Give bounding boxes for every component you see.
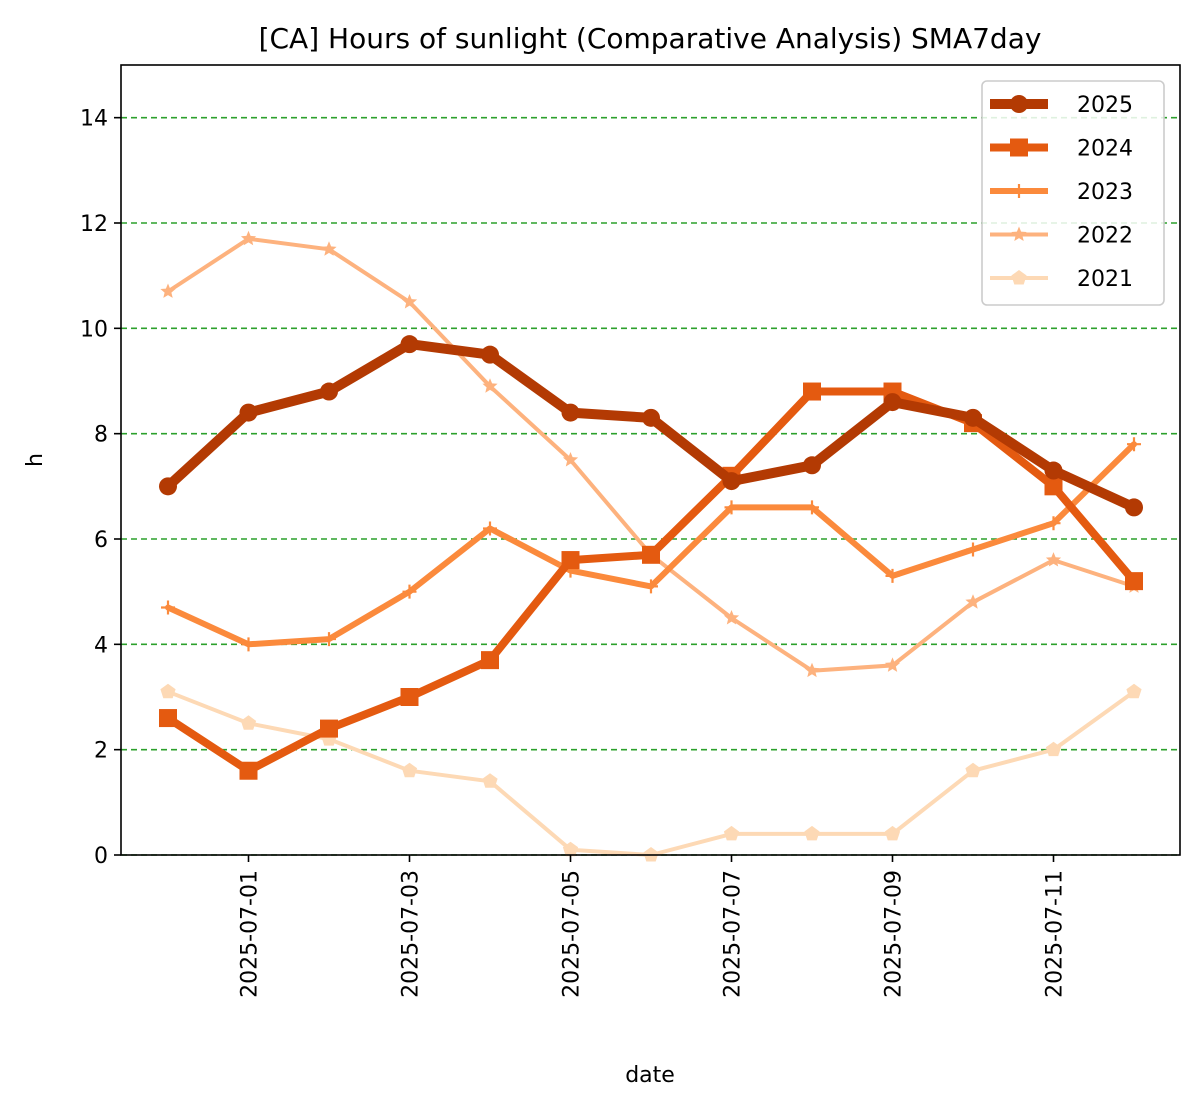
data-point-2022 — [965, 594, 981, 609]
y-tick-label: 8 — [94, 423, 108, 448]
data-point-2022 — [160, 283, 176, 298]
data-point-2023 — [322, 632, 336, 647]
data-point-2024 — [481, 651, 499, 670]
data-point-2024 — [1125, 572, 1143, 591]
legend: 2025 2024 2023 2022 2021 — [981, 80, 1165, 306]
data-point-2025 — [803, 456, 821, 475]
legend-marker-2021 — [1011, 270, 1027, 285]
data-point-2021 — [401, 762, 418, 778]
data-point-2021 — [723, 825, 740, 841]
data-point-2025 — [642, 408, 660, 427]
x-tick-label: 2025-07-11 — [1043, 870, 1068, 998]
y-tick-label: 12 — [80, 212, 108, 237]
x-tick-label: 2025-07-07 — [721, 870, 746, 998]
data-point-2024 — [1044, 477, 1063, 496]
y-tick-label: 6 — [94, 528, 108, 553]
data-point-2025 — [320, 382, 338, 401]
data-point-2023 — [885, 568, 900, 583]
data-point-2021 — [1126, 683, 1142, 699]
x-axis-label: date — [625, 1063, 675, 1088]
data-point-2023 — [805, 500, 819, 515]
y-tick-label: 10 — [80, 317, 108, 342]
legend-marker-2023 — [1012, 184, 1026, 198]
data-point-2022 — [804, 662, 820, 678]
data-point-2021 — [1045, 741, 1062, 757]
y-tick-label: 2 — [94, 739, 108, 764]
x-tick-label: 2025-07-01 — [238, 870, 263, 998]
legend-label-2024: 2024 — [1077, 137, 1133, 162]
legend-marker-2022 — [1011, 226, 1027, 241]
data-point-2025 — [964, 408, 982, 427]
legend-label-2022: 2022 — [1077, 224, 1133, 249]
y-axis-label: h — [23, 453, 48, 467]
data-point-2023 — [966, 542, 980, 557]
legend-label-2023: 2023 — [1077, 180, 1133, 205]
legend-box — [981, 80, 1165, 306]
data-point-2022 — [401, 294, 418, 309]
x-tick-label: 2025-07-03 — [399, 870, 424, 998]
data-point-2023 — [483, 521, 497, 536]
data-point-2025 — [1125, 498, 1143, 517]
axes: 0 2 4 6 8 10 12 14 2025-07-01 2025-07-03 2025-07-0… — [80, 107, 1068, 998]
chart-title: [CA] Hours of sunlight (Comparative Anal… — [259, 22, 1042, 55]
data-point-2022 — [1045, 552, 1062, 567]
data-point-2024 — [642, 545, 660, 564]
x-tick-label: 2025-07-09 — [882, 870, 907, 998]
data-point-2025 — [722, 472, 741, 491]
data-point-2022 — [723, 610, 740, 625]
data-point-2023 — [402, 584, 417, 599]
data-point-2021 — [884, 825, 901, 841]
data-point-2023 — [1046, 516, 1061, 531]
y-tick-label: 4 — [94, 633, 108, 658]
y-tick-label: 14 — [80, 107, 108, 132]
data-point-2023 — [241, 637, 256, 652]
data-point-2021 — [965, 762, 981, 778]
data-point-2023 — [644, 579, 658, 594]
data-point-2025 — [1044, 461, 1063, 480]
legend-label-2025: 2025 — [1077, 93, 1133, 118]
data-point-2024 — [803, 382, 821, 401]
data-point-2023 — [1127, 437, 1141, 452]
data-point-2025 — [883, 393, 902, 412]
legend-marker-2024 — [1010, 138, 1028, 157]
data-point-2024 — [239, 761, 258, 780]
series-2023 — [161, 437, 1141, 652]
series-group — [159, 230, 1143, 862]
data-point-2023 — [161, 600, 175, 615]
legend-marker-2025 — [1010, 95, 1028, 113]
y-tick-label: 0 — [94, 844, 108, 869]
data-point-2025 — [561, 403, 580, 422]
data-point-2024 — [561, 551, 580, 570]
data-point-2021 — [562, 841, 579, 857]
data-point-2022 — [562, 452, 579, 467]
data-point-2021 — [804, 825, 820, 841]
data-point-2024 — [320, 719, 338, 738]
plot-frame — [120, 64, 1181, 856]
data-point-2022 — [321, 241, 337, 256]
data-point-2025 — [159, 477, 177, 496]
data-point-2025 — [400, 335, 419, 354]
data-point-2022 — [482, 378, 498, 393]
data-point-2025 — [481, 345, 499, 364]
data-point-2022 — [884, 657, 901, 672]
data-point-2024 — [159, 709, 177, 728]
data-point-2021 — [240, 715, 257, 730]
data-point-2023 — [724, 500, 739, 515]
series-2025 — [159, 335, 1143, 517]
data-point-2024 — [400, 688, 419, 706]
data-point-2021 — [160, 683, 176, 699]
data-point-2022 — [240, 230, 257, 246]
legend-label-2021: 2021 — [1077, 267, 1133, 292]
data-point-2021 — [482, 773, 498, 788]
x-tick-label: 2025-07-05 — [560, 870, 585, 998]
data-point-2025 — [239, 403, 258, 422]
